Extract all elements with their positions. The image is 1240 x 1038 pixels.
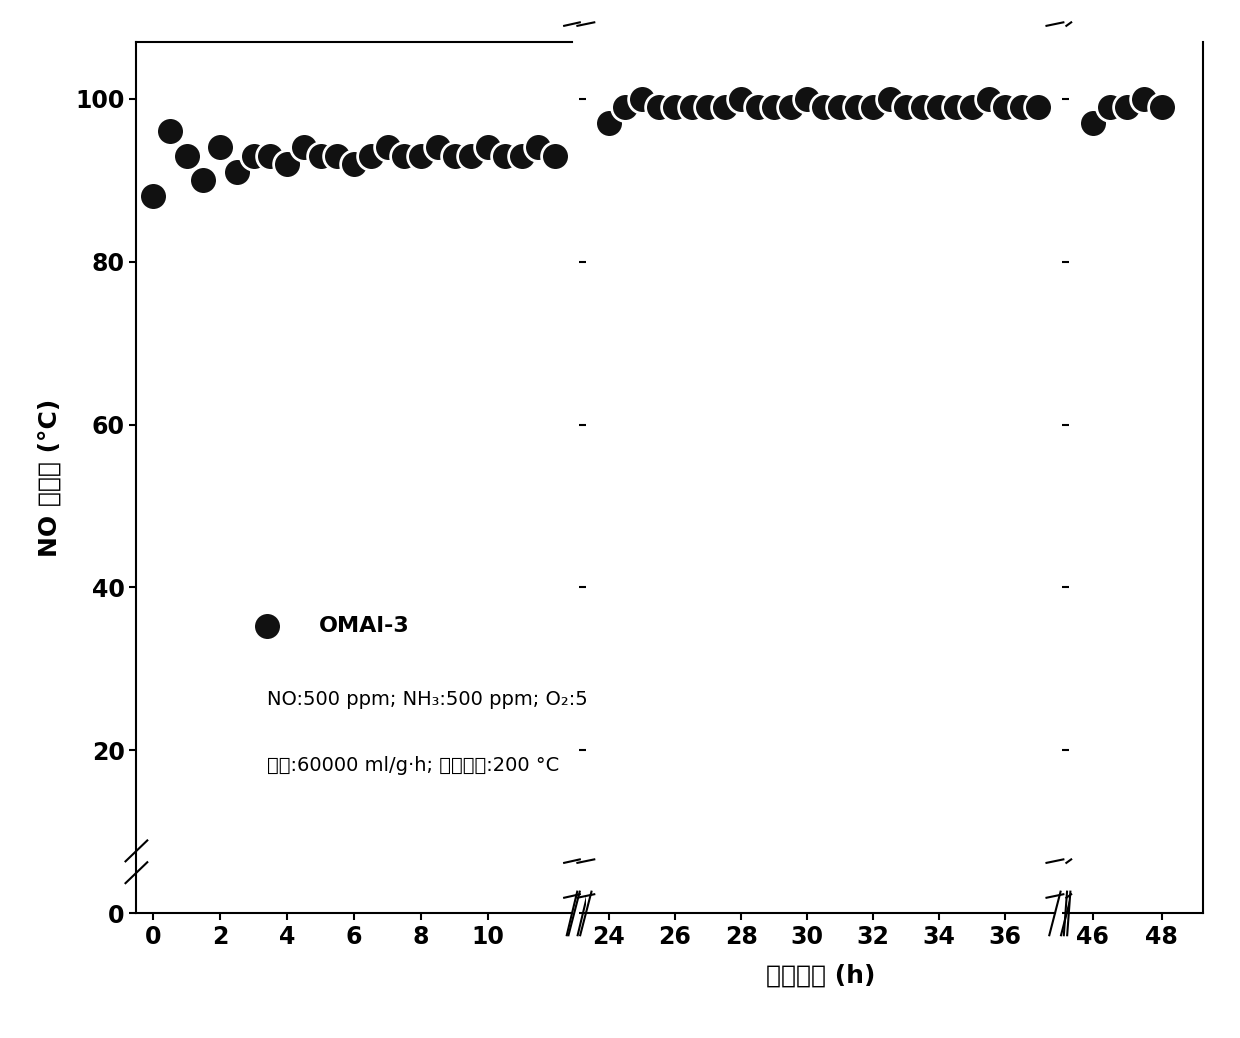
Text: 空速:60000 ml/g·h; 反应温度:200 °C: 空速:60000 ml/g·h; 反应温度:200 °C: [267, 756, 559, 774]
X-axis label: 反应时间 (h): 反应时间 (h): [765, 963, 875, 987]
Text: NO:500 ppm; NH₃:500 ppm; O₂:5%;: NO:500 ppm; NH₃:500 ppm; O₂:5%;: [267, 690, 613, 709]
Text: OMAl-3: OMAl-3: [320, 616, 410, 635]
Y-axis label: NO 转化率 (°C): NO 转化率 (°C): [37, 399, 61, 556]
